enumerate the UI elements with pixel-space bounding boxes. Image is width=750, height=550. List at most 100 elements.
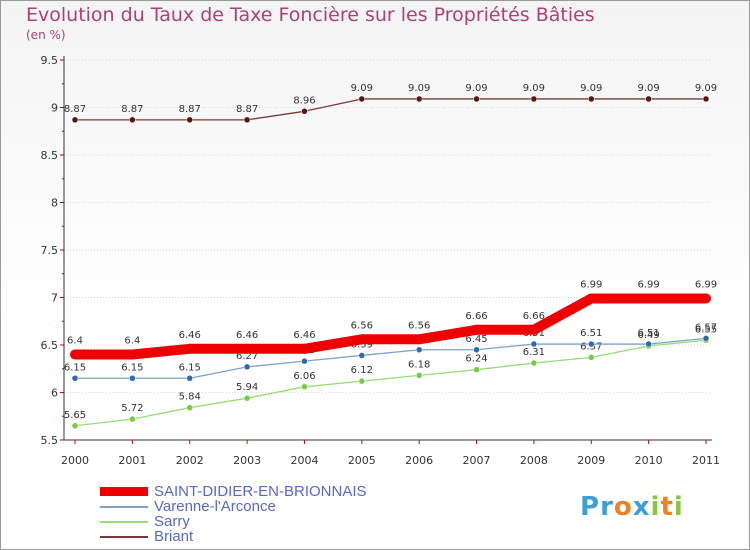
line-chart: 5.566.577.588.599.52000 2001 2002 2003 2004 2… bbox=[0, 0, 750, 550]
data-label: 9.09 bbox=[638, 83, 660, 94]
data-label: 6.46 bbox=[236, 330, 258, 341]
x-tick-label: 2003 bbox=[233, 454, 261, 467]
data-label: 9.09 bbox=[523, 83, 545, 94]
proxiti-logo: Proxiti bbox=[580, 492, 684, 522]
data-point bbox=[416, 96, 422, 102]
data-point bbox=[472, 325, 482, 335]
data-point bbox=[301, 384, 307, 390]
data-point bbox=[531, 360, 537, 366]
data-point bbox=[244, 364, 250, 370]
data-label: 6.51 bbox=[580, 328, 602, 339]
x-tick-label: 2005 bbox=[348, 454, 376, 467]
data-point bbox=[474, 96, 480, 102]
data-label: 6.31 bbox=[523, 347, 545, 358]
data-point bbox=[127, 350, 137, 360]
data-label: 6.56 bbox=[351, 320, 373, 331]
data-label: 8.87 bbox=[64, 104, 86, 115]
data-point bbox=[242, 344, 252, 354]
series-line bbox=[75, 298, 706, 354]
x-tick-label: 2009 bbox=[577, 454, 605, 467]
data-label: 6.57 bbox=[695, 322, 717, 333]
data-label: 9.09 bbox=[465, 83, 487, 94]
series-line bbox=[75, 99, 706, 120]
data-point bbox=[359, 378, 365, 384]
data-label: 6.99 bbox=[695, 279, 717, 290]
data-label: 5.72 bbox=[121, 403, 143, 414]
data-label: 6.46 bbox=[179, 330, 201, 341]
data-label: 6.56 bbox=[408, 320, 430, 331]
data-point bbox=[187, 405, 193, 411]
data-point bbox=[70, 350, 80, 360]
data-point bbox=[301, 108, 307, 114]
y-tick-label: 8.5 bbox=[41, 149, 59, 162]
data-label: 9.09 bbox=[580, 83, 602, 94]
data-point bbox=[187, 117, 193, 123]
data-point bbox=[72, 117, 78, 123]
series-line bbox=[75, 338, 706, 378]
y-tick-label: 6.5 bbox=[41, 339, 59, 352]
data-point bbox=[703, 335, 709, 341]
legend-swatch bbox=[100, 521, 148, 523]
data-label: 5.94 bbox=[236, 382, 258, 393]
data-label: 8.96 bbox=[293, 95, 315, 106]
data-label: 6.15 bbox=[179, 362, 201, 373]
data-point bbox=[588, 341, 594, 347]
data-point bbox=[588, 96, 594, 102]
y-tick-label: 7 bbox=[51, 292, 58, 305]
data-point bbox=[357, 334, 367, 344]
x-tick-label: 2007 bbox=[463, 454, 491, 467]
data-point bbox=[185, 344, 195, 354]
data-label: 6.51 bbox=[638, 328, 660, 339]
data-label: 6.15 bbox=[64, 362, 86, 373]
y-tick-label: 7.5 bbox=[41, 244, 59, 257]
y-tick-label: 8 bbox=[51, 197, 58, 210]
x-tick-label: 2008 bbox=[520, 454, 548, 467]
data-point bbox=[531, 96, 537, 102]
data-point bbox=[299, 344, 309, 354]
logo-letter: t bbox=[660, 492, 673, 522]
data-point bbox=[129, 416, 135, 422]
data-point bbox=[701, 293, 711, 303]
data-point bbox=[474, 367, 480, 373]
legend-label: Varenne-l'Arconce bbox=[154, 499, 276, 514]
data-point bbox=[129, 375, 135, 381]
data-label: 6.99 bbox=[580, 279, 602, 290]
logo-letter: i bbox=[674, 492, 684, 522]
data-point bbox=[244, 395, 250, 401]
data-point bbox=[359, 352, 365, 358]
logo-letter: x bbox=[633, 492, 651, 522]
data-label: 8.87 bbox=[179, 104, 201, 115]
y-tick-label: 9.5 bbox=[41, 54, 59, 67]
data-label: 6.12 bbox=[351, 365, 373, 376]
data-label: 9.09 bbox=[695, 83, 717, 94]
data-label: 8.87 bbox=[121, 104, 143, 115]
data-point bbox=[301, 358, 307, 364]
x-tick-label: 2010 bbox=[635, 454, 663, 467]
data-point bbox=[416, 372, 422, 378]
logo-letter: o bbox=[614, 492, 633, 522]
x-tick-label: 2002 bbox=[176, 454, 204, 467]
data-label: 5.65 bbox=[64, 410, 86, 421]
x-tick-label: 2011 bbox=[692, 454, 720, 467]
logo-letter: P bbox=[580, 492, 600, 522]
data-label: 6.06 bbox=[293, 371, 315, 382]
x-tick-label: 2001 bbox=[118, 454, 146, 467]
legend-label: SAINT-DIDIER-EN-BRIONNAIS bbox=[154, 484, 367, 499]
data-point bbox=[187, 375, 193, 381]
data-label: 6.4 bbox=[124, 336, 140, 347]
data-label: 6.18 bbox=[408, 359, 430, 370]
data-label: 6.46 bbox=[293, 330, 315, 341]
data-label: 9.09 bbox=[408, 83, 430, 94]
data-point bbox=[531, 341, 537, 347]
data-point bbox=[646, 341, 652, 347]
data-label: 5.84 bbox=[179, 392, 201, 403]
x-tick-label: 2004 bbox=[290, 454, 318, 467]
data-label: 6.66 bbox=[465, 311, 487, 322]
data-point bbox=[416, 347, 422, 353]
logo-letter: r bbox=[600, 492, 614, 522]
legend-swatch bbox=[100, 536, 148, 538]
data-point bbox=[588, 354, 594, 360]
data-point bbox=[644, 293, 654, 303]
data-point bbox=[474, 347, 480, 353]
data-label: 8.87 bbox=[236, 104, 258, 115]
